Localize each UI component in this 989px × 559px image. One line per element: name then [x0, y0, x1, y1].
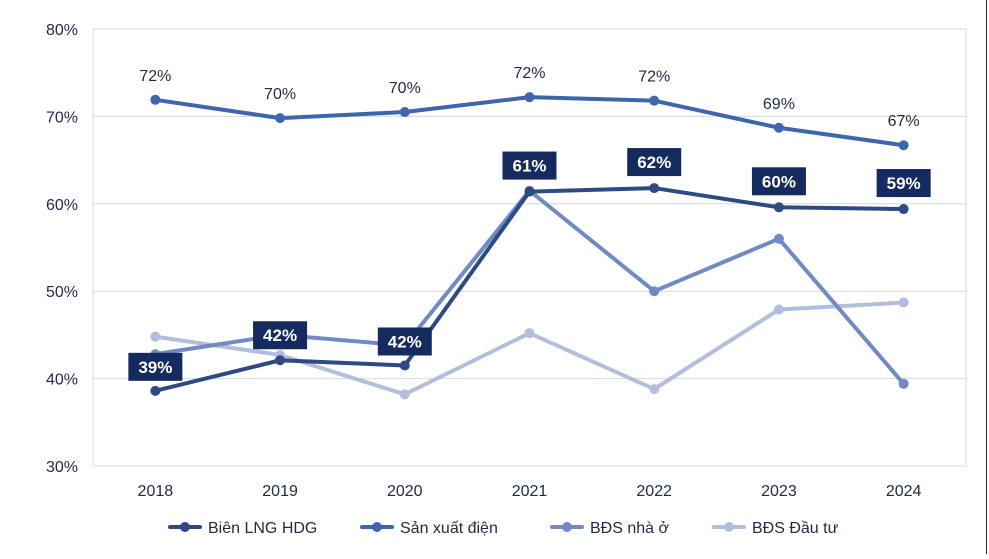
data-label: 42%: [263, 326, 297, 345]
data-point: [524, 92, 535, 103]
data-label-box: [502, 151, 557, 180]
y-tick-label: 80%: [46, 22, 78, 39]
y-tick-label: 40%: [46, 372, 78, 389]
legend-swatch-marker: [562, 522, 572, 532]
legend-swatch-marker: [724, 522, 734, 532]
legend-label: BĐS nhà ở: [590, 520, 669, 537]
x-tick-label: 2019: [262, 483, 298, 500]
legend-item: Biên LNG HDG: [168, 520, 317, 537]
x-tick-label: 2022: [636, 483, 672, 500]
data-point: [399, 389, 410, 400]
data-point: [150, 331, 161, 342]
data-point: [399, 107, 410, 118]
data-point: [399, 360, 410, 371]
legend-label: Biên LNG HDG: [208, 520, 317, 537]
data-point: [773, 122, 784, 133]
x-tick-label: 2018: [138, 483, 174, 500]
data-label: 61%: [512, 157, 546, 176]
series-line: [153, 186, 906, 393]
grid: [92, 28, 967, 467]
data-label: 42%: [388, 332, 422, 351]
legend-item: BĐS nhà ở: [550, 520, 669, 537]
data-label: 70%: [264, 86, 296, 103]
series-lines: [150, 92, 909, 400]
data-label: 62%: [637, 153, 671, 172]
y-tick-label: 60%: [46, 197, 78, 214]
data-point: [898, 140, 909, 151]
data-labels: 39% 42% 42% 61% 62% 60% 59% 72% 70% 70% 72% 72% 69% 6…: [128, 65, 931, 381]
x-tick-label: 2024: [886, 483, 922, 500]
data-label: 72%: [139, 68, 171, 85]
data-label-box: [377, 327, 432, 356]
legend-label: Sản xuất điện: [400, 520, 498, 537]
y-tick-label: 30%: [46, 459, 78, 476]
legend-item: Sản xuất điện: [360, 520, 498, 537]
y-axis: 30% 40% 50% 60% 70% 80%: [46, 22, 78, 476]
data-point: [898, 378, 909, 389]
data-point: [773, 202, 784, 213]
data-label: 69%: [763, 96, 795, 113]
x-tick-label: 2023: [761, 483, 797, 500]
data-label: 59%: [887, 174, 921, 193]
data-point: [275, 355, 286, 366]
data-point: [773, 304, 784, 315]
data-label-box: [253, 321, 308, 350]
right-border-line: [986, 0, 987, 554]
data-point: [524, 186, 535, 197]
y-tick-label: 50%: [46, 284, 78, 301]
data-label: 60%: [762, 172, 796, 191]
data-point: [898, 204, 909, 215]
legend-item: BĐS Đầu tư: [712, 520, 839, 537]
data-point: [773, 233, 784, 244]
data-label: 72%: [638, 69, 670, 86]
data-label: 39%: [138, 358, 172, 377]
data-label: 67%: [888, 113, 920, 130]
data-point: [649, 286, 660, 297]
data-point: [898, 297, 909, 308]
legend: Biên LNG HDG Sản xuất điện BĐS nhà ở BĐS Đầ…: [168, 520, 839, 537]
y-tick-label: 70%: [46, 109, 78, 126]
data-point: [649, 183, 660, 194]
data-label-box: [627, 148, 682, 177]
data-label-box: [751, 167, 806, 196]
data-label-box: [876, 169, 931, 198]
x-axis: 2018 2019 2020 2021 2022 2023 2024: [138, 483, 922, 500]
legend-label: BĐS Đầu tư: [752, 520, 839, 537]
data-point: [275, 113, 286, 124]
x-tick-label: 2020: [387, 483, 423, 500]
data-point: [649, 384, 660, 395]
data-label: 72%: [513, 65, 545, 82]
data-point: [150, 385, 161, 396]
x-tick-label: 2021: [512, 483, 548, 500]
legend-swatch-marker: [372, 522, 382, 532]
data-point: [150, 94, 161, 105]
data-point: [524, 328, 535, 339]
legend-swatch-marker: [180, 522, 190, 532]
data-point: [649, 95, 660, 106]
data-label: 70%: [389, 80, 421, 97]
data-label-box: [128, 352, 183, 381]
